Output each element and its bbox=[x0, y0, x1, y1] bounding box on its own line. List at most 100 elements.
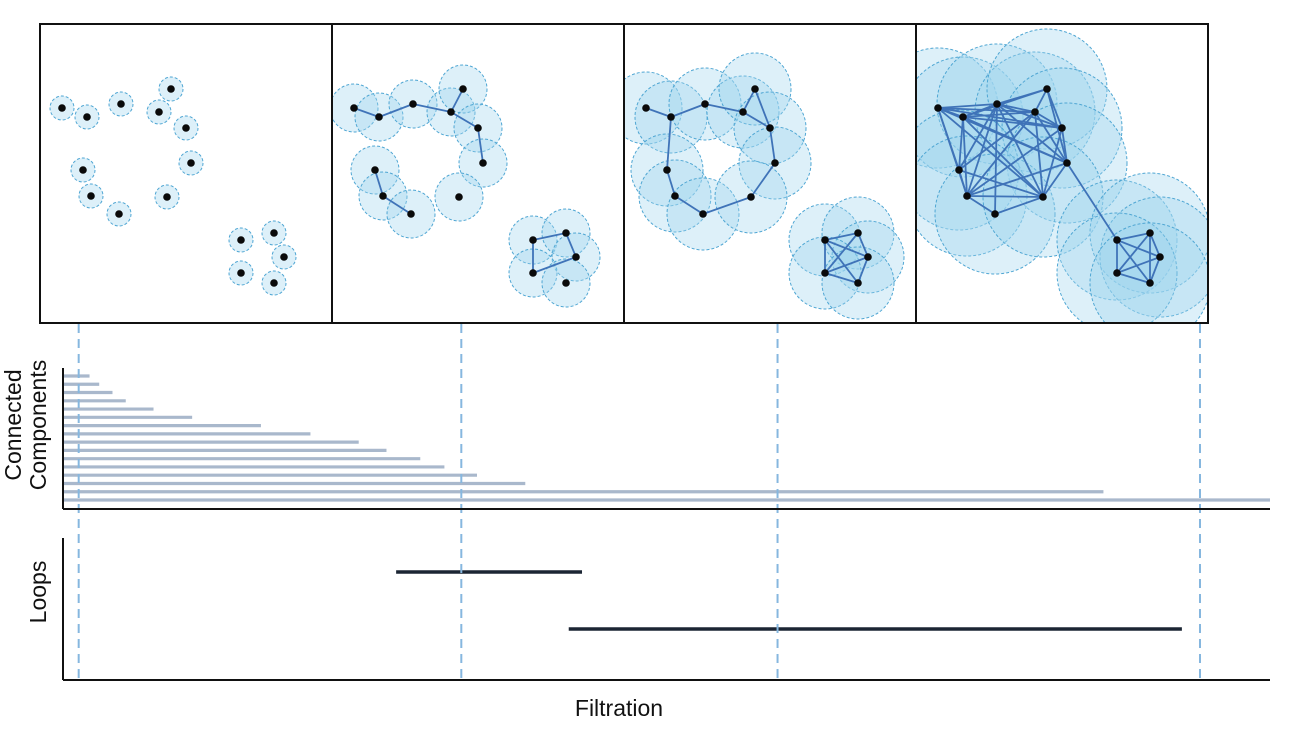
h0-axis-label-line2: Components bbox=[25, 360, 51, 490]
edge-44 bbox=[1116, 232, 1151, 241]
point-10 bbox=[115, 210, 123, 218]
edge-18 bbox=[824, 232, 859, 274]
edge-7 bbox=[769, 127, 776, 164]
edge-17 bbox=[996, 103, 1036, 113]
edge-42 bbox=[966, 195, 1044, 198]
point-6 bbox=[182, 124, 190, 132]
edge-36 bbox=[966, 162, 1068, 197]
point-14 bbox=[864, 253, 872, 261]
point-9 bbox=[671, 192, 679, 200]
point-6 bbox=[766, 124, 774, 132]
point-8 bbox=[663, 166, 671, 174]
edge-16 bbox=[962, 116, 1044, 198]
edge-9 bbox=[702, 196, 752, 215]
edge-3 bbox=[704, 103, 744, 113]
point-13 bbox=[562, 229, 570, 237]
ball-16 bbox=[1089, 222, 1208, 323]
point-2 bbox=[959, 113, 967, 121]
point-6 bbox=[1058, 124, 1066, 132]
edge-33 bbox=[1061, 127, 1068, 164]
panel-frames bbox=[39, 23, 1209, 324]
edge-19 bbox=[824, 272, 859, 284]
edge-47 bbox=[1116, 239, 1151, 284]
edge-layer bbox=[353, 88, 577, 274]
point-10 bbox=[699, 210, 707, 218]
point-7 bbox=[771, 159, 779, 167]
point-1 bbox=[642, 104, 650, 112]
point-16 bbox=[562, 279, 570, 287]
edge-5 bbox=[742, 111, 771, 129]
axes bbox=[62, 368, 1270, 681]
edge-4 bbox=[937, 107, 1063, 129]
edge-38 bbox=[1066, 162, 1118, 241]
point-3 bbox=[409, 100, 417, 108]
edge-25 bbox=[1034, 88, 1048, 113]
edge-51 bbox=[1116, 256, 1161, 274]
ball-layer bbox=[332, 64, 601, 308]
edge-11 bbox=[666, 169, 676, 197]
point-1 bbox=[58, 104, 66, 112]
point-4 bbox=[155, 108, 163, 116]
point-15 bbox=[1113, 269, 1121, 277]
point-4 bbox=[1031, 108, 1039, 116]
edge-1 bbox=[353, 107, 380, 118]
edge-34 bbox=[966, 127, 1063, 197]
edge-6 bbox=[754, 88, 771, 129]
point-10 bbox=[991, 210, 999, 218]
ball-1 bbox=[624, 71, 683, 145]
point-12 bbox=[529, 236, 537, 244]
point-2 bbox=[375, 113, 383, 121]
point-5 bbox=[459, 85, 467, 93]
point-3 bbox=[117, 100, 125, 108]
edge-40 bbox=[958, 169, 1044, 198]
edge-27 bbox=[1034, 111, 1068, 164]
point-3 bbox=[993, 100, 1001, 108]
point-13 bbox=[854, 229, 862, 237]
edge-28 bbox=[958, 111, 1036, 171]
point-layer bbox=[58, 85, 288, 287]
edge-3 bbox=[412, 103, 452, 113]
filtration-panel-1 bbox=[49, 76, 297, 296]
point-16 bbox=[270, 279, 278, 287]
ball-layer bbox=[916, 28, 1208, 323]
point-9 bbox=[87, 192, 95, 200]
h0-axis-label-line1: Connected bbox=[0, 369, 26, 480]
point-11 bbox=[1039, 193, 1047, 201]
point-12 bbox=[237, 236, 245, 244]
point-4 bbox=[739, 108, 747, 116]
edge-53 bbox=[1116, 272, 1151, 284]
edge-32 bbox=[1046, 88, 1068, 164]
point-8 bbox=[371, 166, 379, 174]
edge-41 bbox=[966, 195, 996, 215]
edge-15 bbox=[824, 256, 869, 274]
filtration-guides bbox=[77, 324, 1201, 680]
edge-8 bbox=[750, 162, 776, 198]
h1-axis-label: Loops bbox=[25, 561, 51, 624]
point-6 bbox=[474, 124, 482, 132]
point-7 bbox=[479, 159, 487, 167]
point-5 bbox=[1043, 85, 1051, 93]
point-14 bbox=[572, 253, 580, 261]
point-16 bbox=[1146, 279, 1154, 287]
point-4 bbox=[447, 108, 455, 116]
point-13 bbox=[1146, 229, 1154, 237]
edge-17 bbox=[824, 239, 869, 258]
edge-14 bbox=[958, 116, 964, 171]
point-11 bbox=[455, 193, 463, 201]
edge-29 bbox=[966, 111, 1036, 197]
point-12 bbox=[821, 236, 829, 244]
point-14 bbox=[280, 253, 288, 261]
edge-13 bbox=[824, 232, 859, 241]
point-layer bbox=[934, 85, 1164, 287]
loops-bars bbox=[396, 570, 1182, 631]
edge-8 bbox=[937, 107, 1044, 198]
edge-30 bbox=[1034, 111, 1044, 198]
point-15 bbox=[529, 269, 537, 277]
point-11 bbox=[163, 193, 171, 201]
edge-20 bbox=[857, 256, 869, 284]
point-2 bbox=[667, 113, 675, 121]
ball-8 bbox=[916, 109, 1020, 231]
point-15 bbox=[237, 269, 245, 277]
point-8 bbox=[955, 166, 963, 174]
